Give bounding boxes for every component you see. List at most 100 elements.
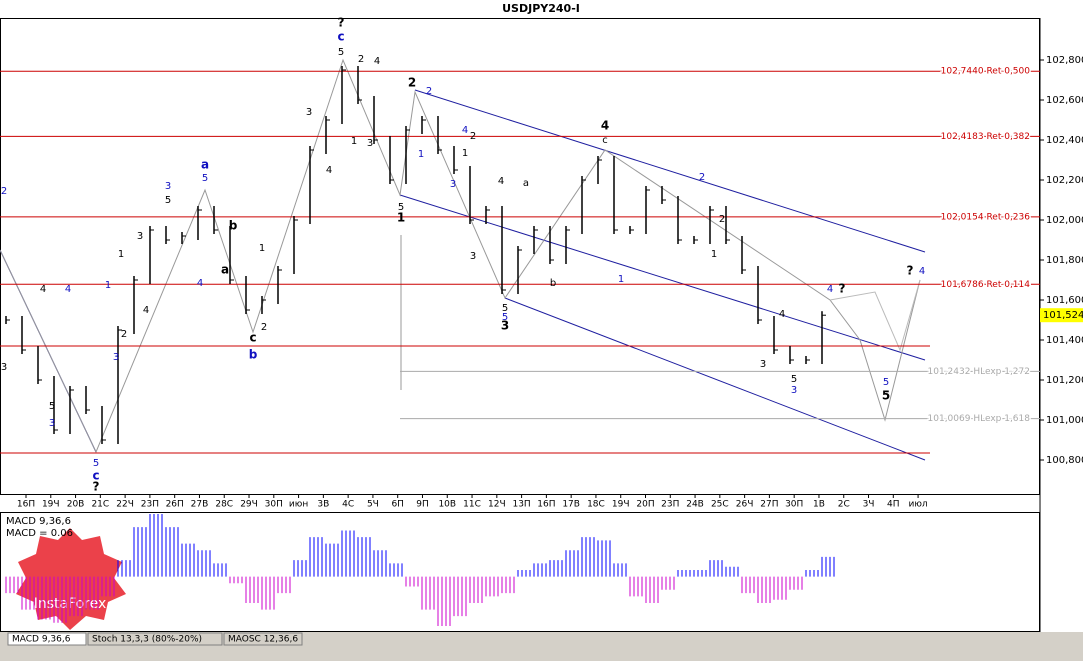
tab-label[interactable]: MAOSC 12,36,6 bbox=[228, 635, 298, 645]
wave-label: 5 bbox=[882, 389, 890, 403]
wave-label: c bbox=[602, 135, 608, 146]
wave-label: 5 bbox=[502, 312, 508, 323]
wave-label: c bbox=[337, 30, 344, 44]
wave-label: 5 bbox=[49, 401, 55, 412]
level-label: 102,0154 Ret 0,236 bbox=[941, 212, 1031, 222]
x-tick-label: 3Ч bbox=[863, 500, 875, 510]
y-tick-label: 102,600 bbox=[1046, 95, 1083, 106]
x-tick-label: 18С bbox=[587, 500, 605, 510]
wave-label: 2 bbox=[1, 186, 7, 197]
wave-label: 1 bbox=[418, 149, 424, 160]
wave-path bbox=[0, 58, 921, 454]
price-marker bbox=[1040, 308, 1083, 323]
wave-label: b bbox=[550, 278, 556, 289]
wave-label: 2 bbox=[699, 172, 705, 183]
x-tick-label: 30П bbox=[265, 500, 283, 510]
wave-label: 3 bbox=[501, 319, 509, 333]
wave-label: 4 bbox=[827, 284, 833, 295]
x-tick-label: 26П bbox=[166, 500, 184, 510]
x-tick-label: 22Ч bbox=[116, 500, 134, 510]
x-tick-label: 26Ч bbox=[736, 500, 754, 510]
level-label: 102,4183 Ret 0,382 bbox=[941, 132, 1030, 142]
wave-label: 3 bbox=[450, 179, 456, 190]
wave-label: 1 bbox=[618, 274, 624, 285]
wave-label: b bbox=[229, 219, 238, 233]
wave-label: 4 bbox=[462, 125, 468, 136]
wave-label: 1 bbox=[351, 136, 357, 147]
wave-label: 2 bbox=[261, 322, 267, 333]
x-tick-label: 29Ч bbox=[240, 500, 258, 510]
x-tick-label: 10В bbox=[438, 500, 456, 510]
x-tick-label: 24В bbox=[686, 500, 704, 510]
wave-label: c bbox=[92, 469, 99, 483]
wave-label: a bbox=[201, 158, 209, 172]
wave-path bbox=[829, 279, 921, 352]
level-label: 101,6786 Ret 0,114 bbox=[941, 280, 1031, 290]
wave-label: 2 bbox=[358, 54, 364, 65]
wave-label: ? bbox=[839, 282, 846, 296]
y-tick-label: 101,600 bbox=[1046, 295, 1083, 306]
price-pane bbox=[0, 18, 1040, 495]
level-label: 101,0069 HLexp 1,618 bbox=[928, 414, 1031, 424]
x-tick-label: 2С bbox=[838, 500, 850, 510]
level-label: 101,2432 HLexp 1,272 bbox=[928, 367, 1030, 377]
x-tick-label: 16П bbox=[17, 500, 35, 510]
x-tick-label: 20В bbox=[67, 500, 85, 510]
tab[interactable] bbox=[87, 632, 223, 646]
wave-label: 3 bbox=[791, 385, 797, 396]
wave-label: 4 bbox=[601, 119, 609, 133]
x-tick-label: 23П bbox=[141, 500, 159, 510]
tab-label[interactable]: Stoch 13,3,3 (80%-20%) bbox=[92, 635, 202, 645]
wave-label: 2 bbox=[470, 131, 476, 142]
x-tick-label: 23П bbox=[661, 500, 679, 510]
tab[interactable] bbox=[7, 632, 87, 646]
wave-label: 4 bbox=[919, 266, 925, 277]
wave-label: 2 bbox=[719, 214, 725, 225]
wave-label: 4 bbox=[40, 284, 46, 295]
wave-label: ? bbox=[907, 264, 914, 278]
wave-label: 5 bbox=[202, 173, 208, 184]
wave-label: a bbox=[523, 178, 529, 189]
wave-label: 1 bbox=[397, 211, 405, 225]
wave-label: b bbox=[249, 348, 258, 362]
channel-lines bbox=[0, 58, 926, 461]
tab-label[interactable]: MACD 9,36,6 bbox=[12, 635, 71, 645]
wave-label: 3 bbox=[470, 251, 476, 262]
wave-label: 2 bbox=[408, 76, 416, 90]
x-tick-label: 19Ч bbox=[612, 500, 630, 510]
wave-label: 1 bbox=[462, 148, 468, 159]
y-tick-label: 101,400 bbox=[1046, 335, 1083, 346]
chart-title: USDJPY240-I bbox=[502, 2, 580, 15]
x-tick-label: 16П bbox=[537, 500, 555, 510]
wave-label: 1 bbox=[711, 249, 717, 260]
wave-label: ? bbox=[93, 480, 100, 494]
wave-label: 3 bbox=[49, 418, 55, 429]
price-marker-label: 101,524 bbox=[1043, 310, 1083, 321]
x-tick-label: 1В bbox=[813, 500, 825, 510]
y-tick-label: 101,000 bbox=[1046, 415, 1083, 426]
wave-label: ? bbox=[338, 16, 345, 30]
y-tick-label: 102,200 bbox=[1046, 175, 1083, 186]
wave-label: 4 bbox=[197, 278, 203, 289]
x-tick-label: 30П bbox=[785, 500, 803, 510]
channel-line bbox=[504, 297, 926, 461]
x-tick-label: 6П bbox=[391, 500, 404, 510]
x-tick-label: 13П bbox=[512, 500, 530, 510]
wave-label: 2 bbox=[426, 86, 432, 97]
wave-label: 3 bbox=[306, 107, 312, 118]
x-tick-label: 25С bbox=[711, 500, 729, 510]
wave-label: 5 bbox=[883, 377, 889, 388]
x-tick-label: 11С bbox=[463, 500, 481, 510]
wave-label: 4 bbox=[374, 56, 380, 67]
wave-label: 3 bbox=[760, 359, 766, 370]
wave-label: 5 bbox=[165, 195, 171, 206]
wave-label: 3 bbox=[113, 352, 119, 363]
macd-readout: MACD = 0.06 bbox=[6, 528, 73, 539]
wave-label: 1 bbox=[118, 249, 124, 260]
tab[interactable] bbox=[223, 632, 303, 646]
wave-label: 5 bbox=[93, 458, 99, 469]
x-tick-label: 20П bbox=[636, 500, 654, 510]
x-tick-label: 5Ч bbox=[367, 500, 379, 510]
x-tick-label: 4П bbox=[887, 500, 900, 510]
